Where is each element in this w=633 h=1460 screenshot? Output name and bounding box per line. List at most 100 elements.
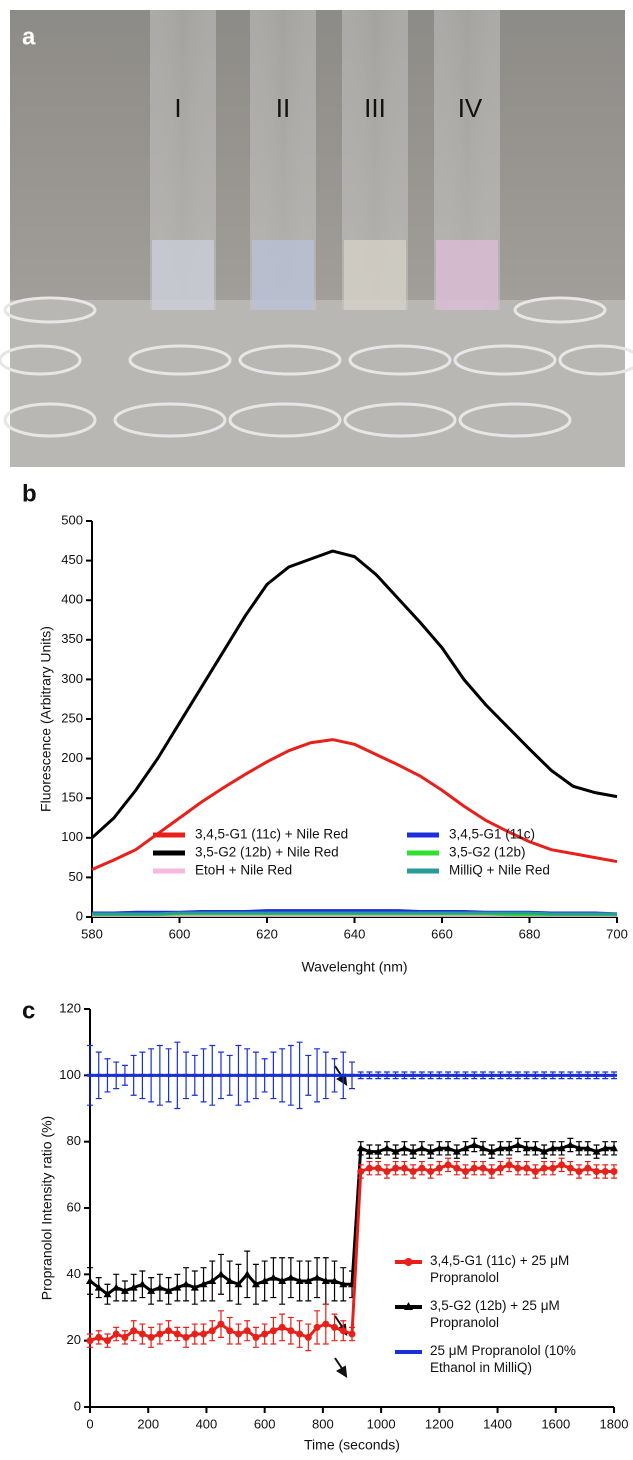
marker <box>479 1144 487 1152</box>
y-tick-label: 100 <box>59 1067 81 1082</box>
marker <box>260 1276 269 1284</box>
marker <box>165 1073 172 1077</box>
marker <box>349 1073 355 1077</box>
legend-marker <box>404 1258 413 1266</box>
marker <box>112 1283 121 1291</box>
x-tick-label: 1000 <box>367 1416 396 1431</box>
marker <box>278 1276 287 1284</box>
x-tick-label: 660 <box>431 926 453 941</box>
rack <box>10 300 625 467</box>
marker <box>488 1168 496 1176</box>
marker <box>200 1330 208 1338</box>
legend-label: 3,4,5-G1 (11c) + Nile Red <box>195 827 348 842</box>
marker <box>357 1168 365 1176</box>
marker <box>113 1073 120 1077</box>
marker <box>505 1161 513 1169</box>
marker <box>584 1164 592 1172</box>
marker <box>191 1073 198 1077</box>
marker <box>129 1283 138 1291</box>
rack-rings <box>0 296 633 438</box>
marker <box>278 1323 286 1331</box>
y-tick-label: 450 <box>61 552 83 567</box>
marker <box>487 1147 496 1155</box>
marker <box>208 1276 217 1284</box>
marker <box>94 1283 103 1291</box>
marker <box>592 1147 601 1155</box>
marker <box>505 1144 514 1152</box>
y-tick-label: 300 <box>61 671 83 686</box>
marker <box>418 1164 426 1172</box>
legend-marker <box>404 1302 413 1310</box>
series-line <box>90 549 618 839</box>
marker <box>252 1073 259 1077</box>
marker <box>610 1168 618 1176</box>
marker <box>366 1073 373 1077</box>
marker <box>575 1144 584 1152</box>
marker <box>374 1164 382 1172</box>
marker <box>235 1073 242 1077</box>
legend-label: 25 μM Propranolol (10% Ethanol in MilliQ… <box>430 1343 576 1375</box>
legend-label: EtoH + Nile Red <box>195 863 292 878</box>
marker <box>331 1323 339 1331</box>
marker <box>139 1073 146 1077</box>
marker <box>147 1333 155 1341</box>
marker <box>322 1073 329 1077</box>
marker <box>409 1168 417 1176</box>
marker <box>243 1327 251 1335</box>
marker <box>313 1273 322 1281</box>
x-tick-label: 620 <box>256 926 278 941</box>
legend-box: 3,4,5-G1 (11c) + 25 μM Propranolol <box>430 1253 569 1285</box>
marker <box>452 1147 461 1155</box>
marker <box>191 1330 199 1338</box>
marker <box>453 1164 461 1172</box>
marker <box>200 1073 207 1077</box>
marker <box>209 1073 216 1077</box>
marker <box>583 1144 592 1152</box>
marker <box>305 1073 312 1077</box>
legend-label: 3,5-G2 (12b) <box>449 845 526 860</box>
marker <box>400 1144 409 1152</box>
marker <box>611 1073 617 1077</box>
marker <box>567 1073 574 1077</box>
marker <box>357 1073 364 1077</box>
marker <box>217 1320 225 1328</box>
marker <box>165 1327 173 1335</box>
marker <box>610 1144 618 1152</box>
tube-label: II <box>276 93 290 123</box>
marker <box>244 1073 251 1077</box>
marker <box>314 1073 321 1077</box>
marker <box>164 1286 173 1294</box>
marker <box>531 1144 540 1152</box>
x-tick-label: 1600 <box>541 1416 570 1431</box>
marker <box>383 1168 391 1176</box>
legend-label: 3,5-G2 (12b) + Nile Red <box>195 845 339 860</box>
marker <box>304 1333 312 1341</box>
marker <box>435 1164 443 1172</box>
marker <box>558 1161 566 1169</box>
marker <box>104 1073 111 1077</box>
marker <box>252 1333 260 1341</box>
legend-label: MilliQ + Nile Red <box>449 863 550 878</box>
series-line <box>92 911 617 916</box>
marker <box>156 1073 163 1077</box>
marker <box>427 1168 435 1176</box>
marker <box>470 1164 478 1172</box>
marker <box>575 1168 583 1176</box>
marker <box>138 1330 146 1338</box>
marker <box>182 1280 191 1288</box>
marker <box>409 1147 418 1155</box>
marker <box>86 1337 94 1345</box>
marker <box>296 1073 303 1077</box>
marker <box>148 1073 155 1077</box>
marker <box>479 1164 487 1172</box>
y-tick-label: 500 <box>61 512 83 527</box>
marker <box>270 1073 277 1077</box>
marker <box>234 1330 242 1338</box>
marker <box>480 1073 486 1077</box>
x-tick-label: 580 <box>81 926 103 941</box>
marker <box>365 1164 373 1172</box>
marker <box>471 1073 478 1077</box>
y-tick-label: 80 <box>67 1133 81 1148</box>
x-axis-label: Wavelenght (nm) <box>301 959 407 975</box>
marker <box>261 1073 268 1077</box>
